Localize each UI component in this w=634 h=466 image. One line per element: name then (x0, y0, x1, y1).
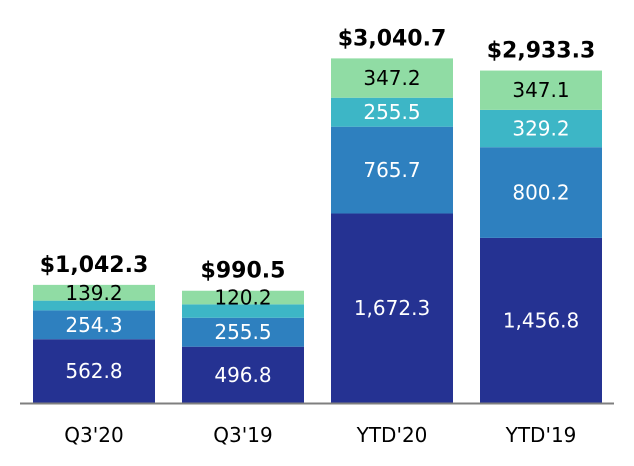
bar-segment (182, 346, 304, 403)
segment-value-label: 255.5 (214, 320, 271, 344)
segment-value-label: 255.5 (363, 100, 420, 124)
segment-labels-group: 562.8 254.3 139.2 496.8 255.5 120.2 1,672.3 765… (65, 66, 579, 387)
segment-value-label: 347.1 (512, 78, 569, 102)
segment-value-label: 1,456.8 (503, 308, 579, 332)
bar-total-label: $2,933.3 (487, 39, 596, 64)
bar-total-label: $990.5 (201, 259, 286, 284)
segment-value-label: 347.2 (363, 66, 420, 90)
bar-segment (480, 70, 602, 110)
bars-group (33, 58, 602, 403)
bar-total-label: $1,042.3 (40, 253, 149, 278)
bar-segment (480, 109, 602, 148)
segment-value-label: 562.8 (65, 359, 122, 383)
bar-segment (331, 97, 453, 127)
segment-value-label: 329.2 (512, 117, 569, 141)
bar-segment (182, 317, 304, 347)
segment-value-label: 139.2 (65, 281, 122, 305)
bar-segment (331, 58, 453, 98)
x-tick-label: YTD'20 (356, 423, 428, 447)
segment-value-label: 765.7 (363, 158, 420, 182)
x-tick-label: YTD'19 (505, 423, 577, 447)
bar-segment (33, 310, 155, 340)
bar-segment (33, 284, 155, 301)
bar-segment (480, 147, 602, 238)
bar-segment (182, 290, 304, 305)
bar-segment (331, 126, 453, 214)
segment-value-label: 1,672.3 (354, 296, 430, 320)
bar-segment (182, 304, 304, 318)
segment-value-label: 496.8 (214, 363, 271, 387)
bar-segment (331, 213, 453, 403)
segment-value-label: 254.3 (65, 313, 122, 337)
bar-segment (33, 300, 155, 311)
bar-segment (480, 237, 602, 403)
total-labels-group: $1,042.3 $990.5 $3,040.7 $2,933.3 (40, 26, 596, 283)
bar-segment (33, 339, 155, 403)
segment-value-label: 120.2 (214, 286, 271, 310)
x-tick-label: Q3'19 (213, 423, 272, 447)
x-tick-label: Q3'20 (64, 423, 123, 447)
bar-total-label: $3,040.7 (338, 26, 447, 51)
x-tick-labels-group: Q3'20 Q3'19 YTD'20 YTD'19 (64, 423, 576, 447)
segment-value-label: 800.2 (512, 181, 569, 205)
